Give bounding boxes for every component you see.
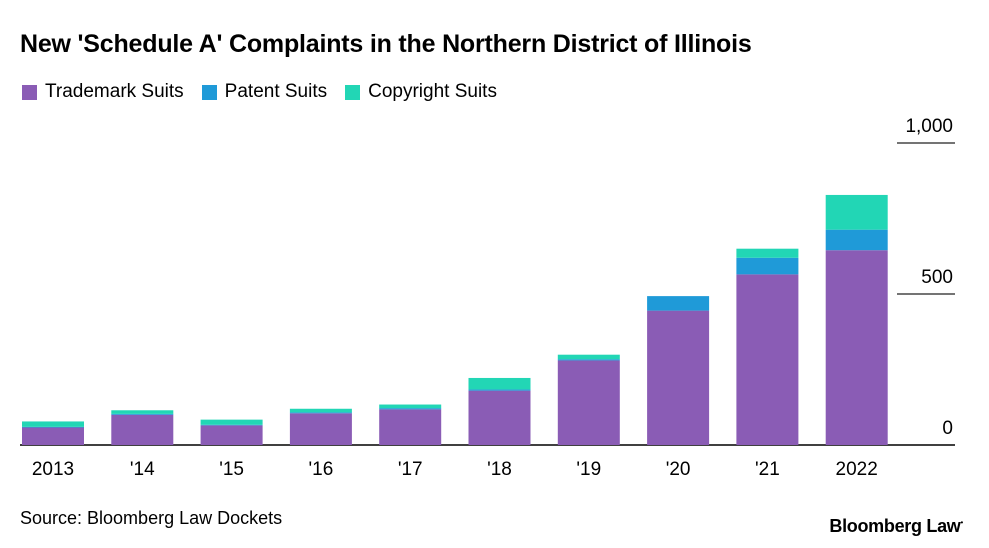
bar-segment-copyright-suits bbox=[468, 377, 531, 390]
bar-segment-patent-suits bbox=[200, 424, 263, 426]
bar-segment-patent-suits bbox=[825, 229, 888, 251]
bar-segment-patent-suits bbox=[289, 412, 352, 414]
bar-segment-copyright-suits bbox=[379, 404, 442, 409]
bloomberg-law-logo: Bloomberg Law• bbox=[829, 516, 963, 536]
legend-label-patent: Patent Suits bbox=[224, 81, 328, 102]
bar-segment-trademark-suits bbox=[289, 413, 352, 445]
bar-segment-patent-suits bbox=[736, 257, 799, 275]
bar-segment-patent-suits bbox=[379, 408, 442, 410]
bar-segment-copyright-suits bbox=[200, 419, 263, 425]
y-tick-label: 1,000 bbox=[905, 116, 953, 137]
y-tick-label: 500 bbox=[921, 267, 953, 288]
bar-segment-trademark-suits bbox=[825, 250, 888, 445]
legend-item-copyright: Copyright Suits bbox=[345, 81, 497, 103]
x-tick-label: '18 bbox=[487, 459, 512, 480]
bar-segment-copyright-suits bbox=[289, 408, 352, 413]
legend-swatch-trademark bbox=[22, 84, 37, 100]
x-tick-label: 2013 bbox=[32, 459, 74, 480]
bar-segment-copyright-suits bbox=[111, 410, 174, 414]
bar-segment-patent-suits bbox=[22, 426, 84, 428]
bar-segment-trademark-suits bbox=[647, 310, 710, 445]
bar-segment-copyright-suits bbox=[736, 248, 799, 258]
bar-segment-trademark-suits bbox=[557, 360, 620, 445]
bar-segment-trademark-suits bbox=[379, 409, 442, 445]
chart-title: New 'Schedule A' Complaints in the North… bbox=[20, 30, 752, 58]
bar-segment-trademark-suits bbox=[111, 414, 174, 445]
y-tick-label: 0 bbox=[942, 418, 953, 439]
bar-segment-trademark-suits bbox=[22, 427, 84, 445]
legend-swatch-patent bbox=[201, 84, 217, 100]
legend-label-copyright: Copyright Suits bbox=[368, 81, 497, 102]
x-tick-label: '21 bbox=[755, 459, 780, 480]
bar-segment-copyright-suits bbox=[557, 354, 620, 360]
bar-segment-trademark-suits bbox=[736, 274, 799, 445]
x-tick-label: '15 bbox=[219, 459, 244, 480]
x-tick-label: '14 bbox=[130, 459, 155, 480]
x-tick-label: '19 bbox=[576, 459, 601, 480]
bar-segment-copyright-suits bbox=[22, 421, 84, 427]
bar-segment-trademark-suits bbox=[200, 425, 263, 445]
source-note: Source: Bloomberg Law Dockets bbox=[20, 508, 283, 528]
x-tick-label: '20 bbox=[666, 459, 691, 480]
bar-segment-patent-suits bbox=[468, 389, 531, 391]
legend-swatch-copyright bbox=[345, 84, 361, 100]
x-tick-label: '17 bbox=[398, 459, 423, 480]
legend: Trademark Suits Patent Suits Copyright S… bbox=[22, 81, 497, 103]
bar-segment-patent-suits bbox=[557, 359, 620, 361]
x-tick-label: 2022 bbox=[836, 459, 878, 480]
bar-segment-trademark-suits bbox=[468, 390, 531, 445]
x-tick-label: '16 bbox=[309, 459, 334, 480]
legend-item-trademark: Trademark Suits bbox=[22, 81, 184, 103]
legend-label-trademark: Trademark Suits bbox=[45, 81, 184, 102]
bar-segment-copyright-suits bbox=[825, 194, 888, 230]
legend-item-patent: Patent Suits bbox=[201, 81, 328, 103]
bar-segment-patent-suits bbox=[111, 413, 174, 415]
bar-segment-patent-suits bbox=[647, 296, 710, 311]
